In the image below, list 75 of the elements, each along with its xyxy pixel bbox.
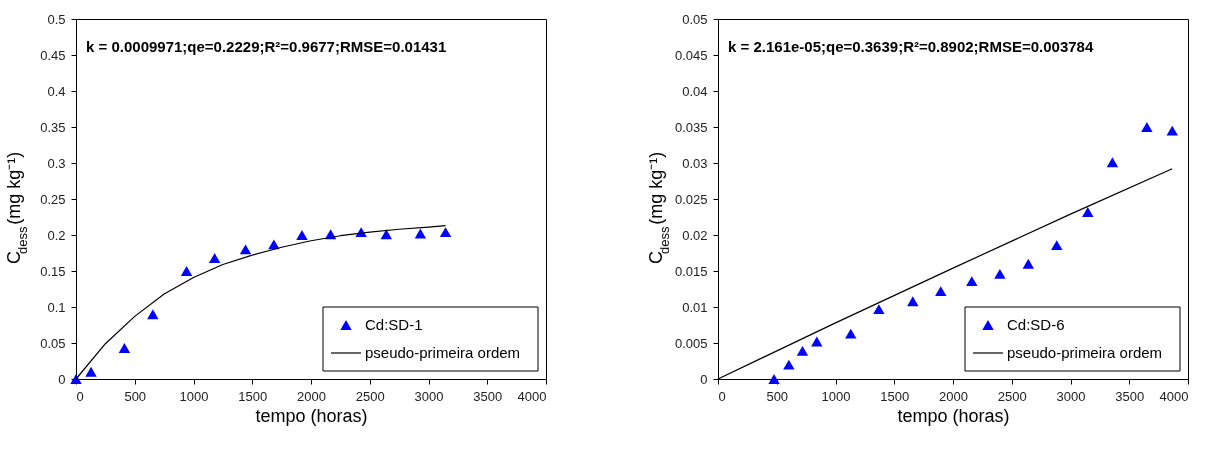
- x-tick-label: 3000: [414, 388, 444, 404]
- x-tick-label: 4000: [517, 388, 547, 404]
- y-tick-label: 0.04: [682, 83, 708, 99]
- y-tick-label: 0.2: [47, 227, 66, 243]
- y-tick-label: 0.3: [47, 155, 66, 171]
- legend-label: pseudo-primeira ordem: [365, 344, 521, 361]
- point: [994, 268, 1006, 279]
- y-axis-title: Cdess(mg kg⁻¹): [646, 151, 672, 264]
- point: [180, 266, 193, 276]
- y-axis-title: Cdess(mg kg⁻¹): [4, 151, 30, 264]
- y-tick-label: 0.025: [674, 191, 708, 207]
- point: [296, 230, 308, 240]
- y-tick-label: 0.05: [40, 335, 66, 351]
- point: [1141, 122, 1153, 132]
- point: [85, 366, 97, 377]
- y-tick-label: 0.5: [47, 11, 66, 27]
- point: [796, 345, 809, 356]
- x-tick-label: 2000: [939, 388, 968, 404]
- x-axis-title: tempo (horas): [897, 405, 1010, 426]
- point: [768, 374, 780, 384]
- y-tick-label: 0.15: [40, 263, 66, 279]
- x-tick-label: 4000: [1159, 388, 1189, 404]
- x-tick-label: 0: [76, 388, 84, 404]
- y-tick-label: 0.35: [40, 119, 66, 135]
- point: [935, 286, 947, 297]
- legend-label: pseudo-primeira ordem: [1007, 344, 1163, 361]
- x-tick-label: 3000: [1056, 388, 1086, 404]
- point: [147, 309, 159, 320]
- y-tick-label: 0.03: [682, 155, 708, 171]
- x-tick-label: 1500: [880, 388, 910, 404]
- point: [1022, 258, 1035, 269]
- y-tick-label: 0.1: [47, 299, 66, 315]
- point: [966, 276, 978, 287]
- y-tick-label: 0.005: [674, 335, 708, 351]
- y-tick-label: 0.4: [47, 83, 66, 99]
- x-tick-label: 2000: [297, 388, 326, 404]
- point: [1082, 207, 1094, 217]
- point: [845, 328, 857, 339]
- y-tick-label: 0.01: [682, 299, 708, 315]
- x-tick-label: 3500: [1115, 388, 1145, 404]
- y-tick-label: 0.45: [40, 47, 66, 63]
- legend-label: Cd:SD-6: [1007, 316, 1065, 333]
- point: [70, 374, 82, 384]
- annotation: k = 0.0009971;qe=0.2229;R²=0.9677;RMSE=0.01431: [86, 38, 447, 55]
- point: [873, 304, 885, 315]
- y-tick-label: 0.25: [40, 191, 66, 207]
- x-tick-label: 1000: [179, 388, 209, 404]
- legend-label: Cd:SD-1: [365, 316, 423, 333]
- x-tick-label: 1500: [238, 388, 268, 404]
- point: [439, 227, 452, 238]
- point: [1051, 240, 1063, 251]
- x-tick-label: 500: [766, 388, 789, 404]
- point: [208, 253, 221, 263]
- point: [239, 244, 252, 255]
- annotation: k = 2.161e-05;qe=0.3639;R²=0.8902;RMSE=0.003784: [728, 38, 1094, 55]
- y-tick-label: 0: [700, 371, 708, 387]
- x-tick-label: 0: [718, 388, 726, 404]
- y-tick-label: 0.05: [682, 11, 708, 27]
- point: [1166, 125, 1178, 136]
- x-tick-label: 2500: [997, 388, 1027, 404]
- point: [380, 229, 393, 240]
- point: [1106, 157, 1119, 168]
- y-tick-label: 0.035: [674, 119, 708, 135]
- x-axis-title: tempo (horas): [255, 405, 368, 426]
- y-tick-label: 0.045: [674, 47, 708, 63]
- y-tick-label: 0: [58, 371, 66, 387]
- y-tick-label: 0.02: [682, 227, 708, 243]
- x-tick-label: 500: [124, 388, 147, 404]
- x-tick-label: 3500: [473, 388, 503, 404]
- x-tick-label: 2500: [355, 388, 385, 404]
- point: [783, 359, 795, 370]
- y-tick-label: 0.015: [674, 263, 708, 279]
- x-tick-label: 1000: [821, 388, 851, 404]
- point: [118, 343, 131, 353]
- point: [907, 296, 919, 307]
